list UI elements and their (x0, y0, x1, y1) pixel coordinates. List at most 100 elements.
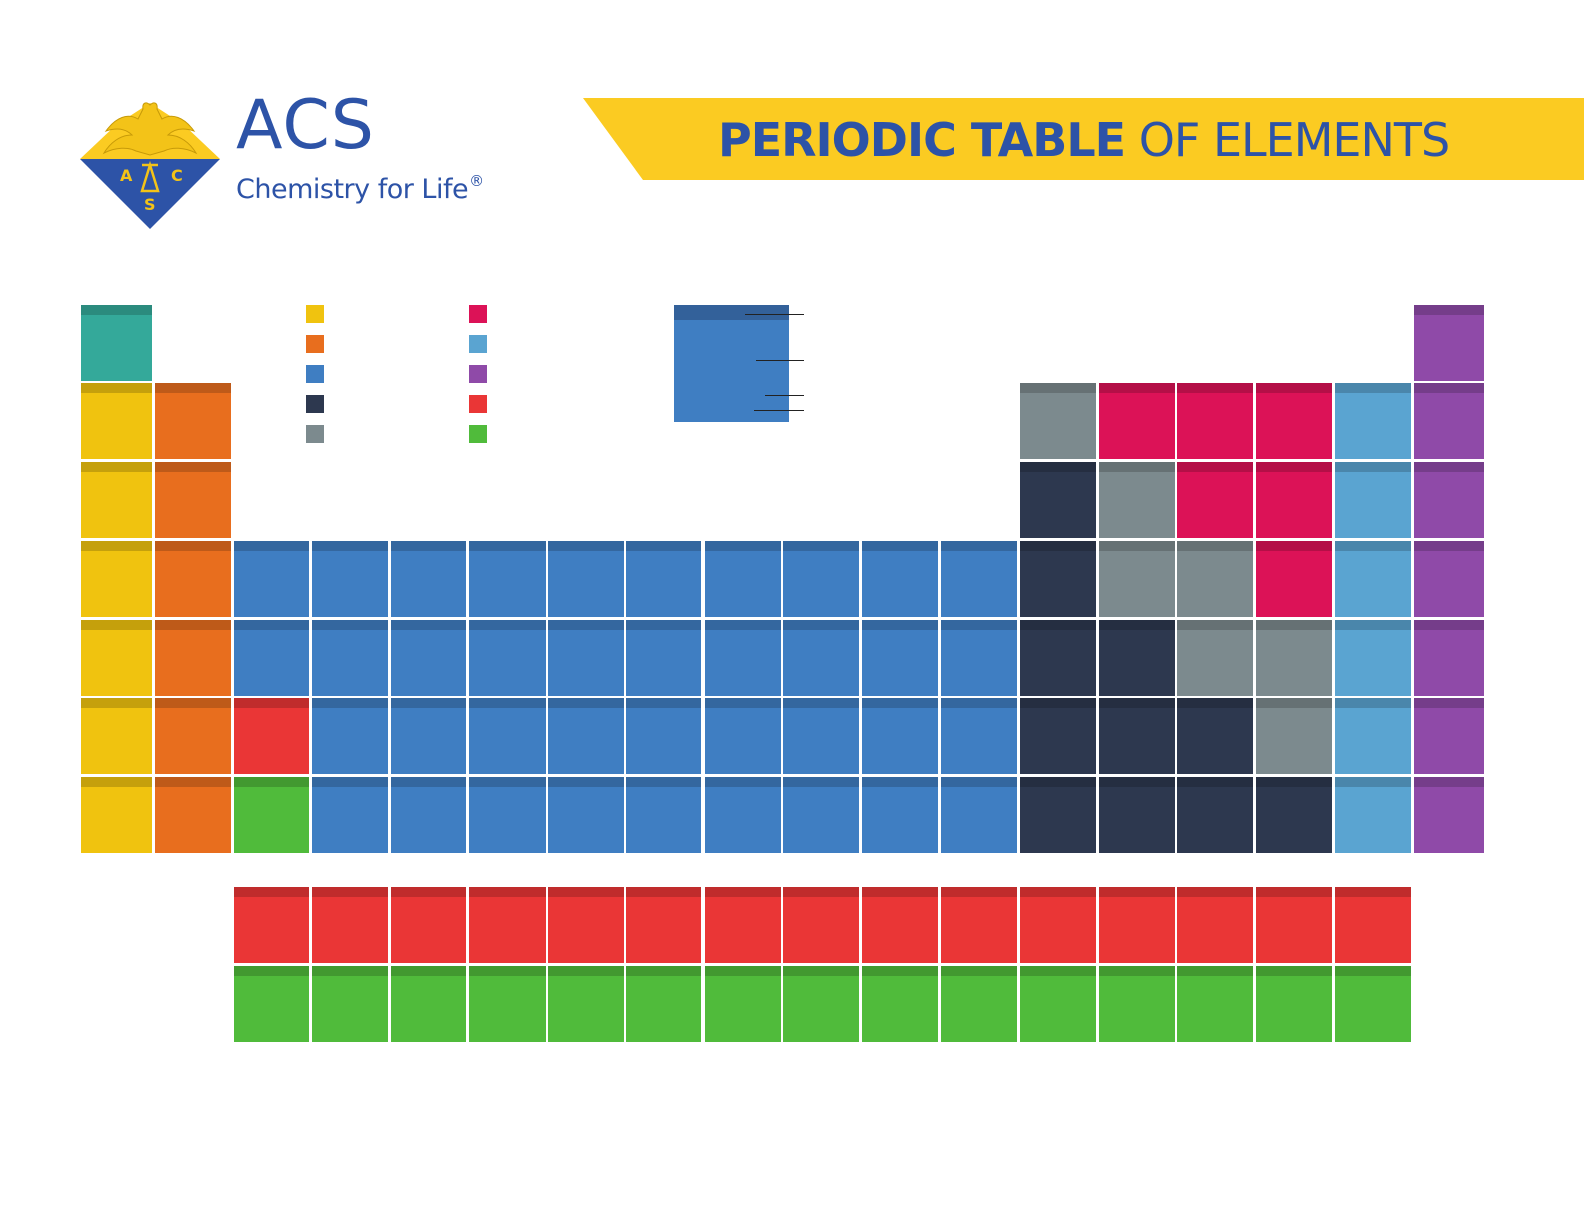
cell-band (783, 966, 859, 976)
element-cell-nonmetal (1099, 383, 1175, 459)
element-cell-actinide (1335, 966, 1411, 1042)
cell-band (862, 541, 938, 551)
legend-swatch-alkali (306, 305, 324, 323)
element-cell-lanthanide (548, 887, 624, 963)
cell-band (1099, 966, 1175, 976)
element-cell-nonmetal (1177, 383, 1253, 459)
cell-band (391, 698, 466, 708)
legend-swatch-alkaline (306, 335, 324, 353)
logo-letter-a: A (120, 166, 133, 185)
cell-band (1099, 777, 1175, 787)
element-cell-actinide (312, 966, 388, 1042)
element-cell-lanthanide (469, 887, 546, 963)
element-cell-alkaline (155, 698, 231, 774)
cell-band (1335, 462, 1411, 472)
cell-band (1335, 966, 1411, 976)
cell-band (234, 966, 309, 976)
cell-band (312, 541, 388, 551)
element-cell-transition (783, 698, 859, 774)
element-cell-lanthanide (705, 887, 781, 963)
cell-band (1099, 887, 1175, 897)
element-cell-transition (862, 541, 938, 617)
element-cell-transition (783, 777, 859, 853)
element-cell-alkaline (155, 620, 231, 696)
cell-band (81, 383, 152, 393)
cell-band (312, 698, 388, 708)
cell-band (941, 541, 1017, 551)
element-cell-alkali (81, 698, 152, 774)
cell-band (1414, 777, 1484, 787)
element-cell-metalloid (1177, 620, 1253, 696)
element-cell-transition (469, 541, 546, 617)
cell-band (862, 887, 938, 897)
element-cell-lanthanide (783, 887, 859, 963)
cell-band (469, 698, 546, 708)
eagle-icon (102, 102, 198, 156)
element-cell-alkali (81, 462, 152, 538)
cell-band (626, 887, 701, 897)
element-cell-post_transition (1020, 541, 1096, 617)
cell-band (1177, 777, 1253, 787)
element-cell-transition (469, 620, 546, 696)
cell-band (312, 887, 388, 897)
title-bold: PERIODIC TABLE (718, 113, 1126, 167)
cell-band (1177, 462, 1253, 472)
cell-band (1335, 541, 1411, 551)
title-light: OF ELEMENTS (1138, 113, 1451, 167)
element-cell-actinide (783, 966, 859, 1042)
element-cell-transition (626, 620, 701, 696)
element-cell-nonmetal (1256, 383, 1332, 459)
element-cell-transition (941, 620, 1017, 696)
cell-band (1020, 777, 1096, 787)
element-cell-transition (705, 777, 781, 853)
cell-band (941, 777, 1017, 787)
cell-band (626, 698, 701, 708)
element-cell-alkali (81, 777, 152, 853)
element-cell-actinide (469, 966, 546, 1042)
flask-icon (140, 160, 160, 193)
cell-band (1177, 966, 1253, 976)
element-cell-halogen (1335, 541, 1411, 617)
cell-band (1177, 620, 1253, 630)
element-cell-transition (391, 698, 466, 774)
key-leader-line (765, 395, 804, 396)
element-cell-transition (312, 698, 388, 774)
element-cell-transition (391, 620, 466, 696)
element-cell-hydrogen (81, 305, 152, 381)
element-cell-metalloid (1099, 541, 1175, 617)
cell-band (1335, 887, 1411, 897)
element-cell-transition (469, 777, 546, 853)
element-cell-lanthanide (234, 887, 309, 963)
element-cell-actinide (391, 966, 466, 1042)
cell-band (783, 777, 859, 787)
cell-band (1335, 383, 1411, 393)
cell-band (783, 541, 859, 551)
cell-band (626, 966, 701, 976)
element-cell-post_transition (1099, 620, 1175, 696)
cell-band (391, 966, 466, 976)
element-cell-post_transition (1177, 698, 1253, 774)
acs-logo: A C S (80, 102, 220, 229)
cell-band (548, 966, 624, 976)
cell-band (1099, 462, 1175, 472)
cell-band (155, 383, 231, 393)
element-cell-noble (1414, 383, 1484, 459)
element-cell-actinide (1020, 966, 1096, 1042)
cell-band (81, 305, 152, 315)
element-cell-post_transition (1177, 777, 1253, 853)
cell-band (626, 541, 701, 551)
cell-band (81, 620, 152, 630)
logo-letter-s: S (144, 195, 156, 214)
cell-band (548, 620, 624, 630)
element-cell-transition (312, 777, 388, 853)
cell-band (548, 777, 624, 787)
element-cell-lanthanide (626, 887, 701, 963)
element-cell-transition (941, 777, 1017, 853)
cell-band (1414, 462, 1484, 472)
element-cell-lanthanide (1256, 887, 1332, 963)
legend-swatch-nonmetal (469, 305, 487, 323)
cell-band (1256, 541, 1332, 551)
cell-band (1256, 462, 1332, 472)
cell-band (1099, 383, 1175, 393)
